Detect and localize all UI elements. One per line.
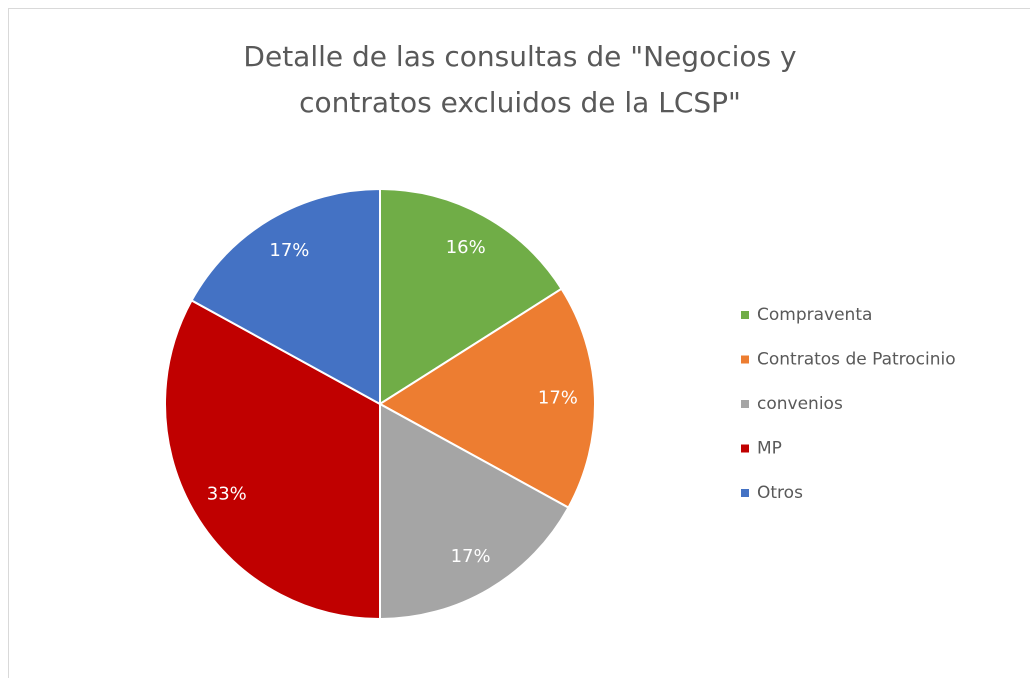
pie-slice [379, 402, 570, 621]
pie-slice [379, 187, 563, 406]
data-label: 17% [451, 546, 491, 567]
pie-slice [378, 287, 596, 509]
legend-swatch [741, 444, 749, 453]
data-label: 16% [446, 237, 486, 258]
legend-label: Compraventa [757, 305, 872, 325]
legend-swatch [741, 355, 749, 364]
data-label: 33% [207, 484, 247, 505]
pie-slice [164, 299, 381, 621]
legend-label: convenios [757, 394, 843, 414]
legend-label: MP [757, 439, 782, 459]
legend-label: Contratos de Patrocinio [757, 350, 956, 370]
chart-frame [8, 8, 1030, 678]
chart-title: Detalle de las consultas de "Negocios y … [243, 40, 797, 119]
legend-swatch [741, 489, 749, 497]
legend-swatch [741, 400, 749, 408]
legend-swatch [741, 311, 749, 319]
data-label: 17% [538, 387, 578, 408]
legend-label: Otros [757, 483, 803, 503]
data-label: 17% [269, 240, 309, 261]
pie-slice [190, 187, 381, 406]
